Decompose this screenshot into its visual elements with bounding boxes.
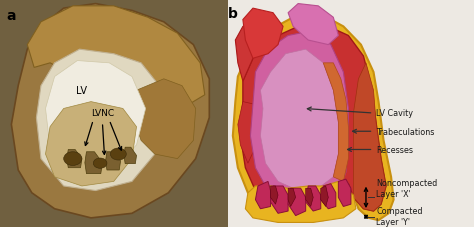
Polygon shape (106, 152, 120, 170)
Polygon shape (288, 5, 338, 45)
Polygon shape (246, 182, 356, 222)
Polygon shape (0, 0, 228, 227)
Polygon shape (321, 186, 328, 207)
Polygon shape (233, 14, 393, 220)
Polygon shape (46, 102, 137, 186)
Text: b: b (228, 7, 237, 21)
Text: LV: LV (76, 86, 87, 96)
Text: LV Cavity: LV Cavity (376, 109, 413, 118)
Polygon shape (338, 179, 351, 207)
Ellipse shape (93, 158, 107, 168)
Polygon shape (67, 150, 82, 168)
Polygon shape (132, 79, 196, 159)
Polygon shape (271, 186, 278, 204)
Polygon shape (261, 50, 338, 191)
Text: a: a (7, 9, 16, 23)
Ellipse shape (64, 152, 82, 166)
Polygon shape (255, 182, 271, 209)
Polygon shape (124, 148, 137, 164)
Polygon shape (243, 9, 283, 59)
Text: Compacted
Layer 'Y': Compacted Layer 'Y' (376, 206, 422, 226)
Polygon shape (46, 61, 146, 173)
Ellipse shape (110, 148, 126, 160)
Text: Trabeculations: Trabeculations (376, 127, 434, 136)
Polygon shape (85, 152, 102, 174)
Text: Noncompacted
Layer 'X': Noncompacted Layer 'X' (376, 178, 438, 198)
Polygon shape (306, 186, 321, 211)
Polygon shape (354, 64, 386, 211)
Polygon shape (11, 5, 210, 218)
Polygon shape (321, 184, 336, 209)
Polygon shape (288, 188, 296, 207)
Polygon shape (271, 186, 288, 213)
Polygon shape (288, 188, 306, 216)
Polygon shape (306, 188, 313, 207)
Polygon shape (240, 25, 386, 213)
Polygon shape (36, 50, 164, 191)
Polygon shape (250, 32, 348, 204)
Text: Recesses: Recesses (376, 145, 413, 154)
Polygon shape (323, 64, 348, 182)
Polygon shape (27, 7, 205, 109)
Polygon shape (235, 23, 268, 82)
Text: LVNC: LVNC (91, 109, 114, 118)
Polygon shape (238, 102, 255, 163)
